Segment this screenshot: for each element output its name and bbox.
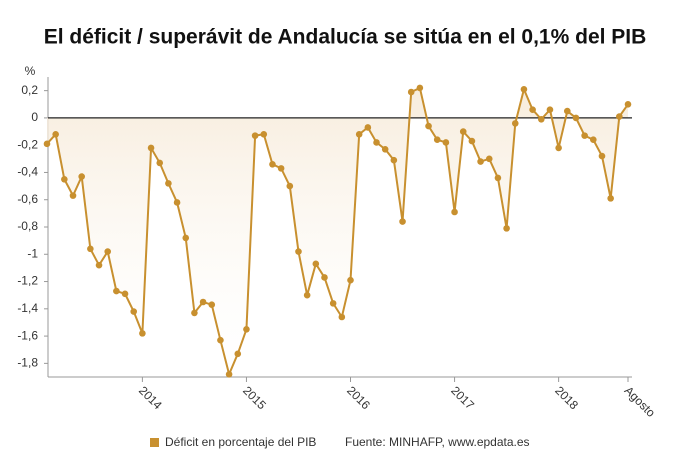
point: [494, 174, 502, 182]
y-tick-label: -0,8: [17, 219, 38, 233]
point: [477, 158, 484, 165]
point: [537, 115, 545, 123]
point: [277, 165, 285, 172]
point: [147, 144, 155, 152]
point: [329, 300, 337, 307]
y-tick-label: -1,6: [17, 328, 38, 342]
point: [598, 152, 606, 160]
point: [191, 309, 198, 317]
point: [590, 136, 597, 144]
point: [355, 130, 363, 138]
point: [442, 139, 450, 146]
legend-swatch: [150, 438, 159, 447]
point: [208, 301, 216, 309]
point: [52, 130, 59, 138]
point: [199, 298, 207, 306]
y-tick-label: -0,2: [17, 137, 38, 151]
point: [286, 182, 294, 190]
point: [390, 156, 398, 164]
point: [156, 159, 164, 167]
y-tick-label: 0: [31, 110, 38, 124]
point: [338, 313, 346, 321]
point: [173, 199, 181, 206]
point: [225, 370, 233, 378]
point: [182, 234, 190, 242]
point: [433, 136, 441, 144]
point: [43, 140, 51, 148]
legend-label: Déficit en porcentaje del PIB: [165, 435, 316, 449]
y-tick-label: -0,6: [17, 192, 38, 206]
x-tick-label: 2014: [136, 383, 165, 412]
y-tick-label: -1,4: [17, 301, 38, 315]
point: [425, 122, 432, 130]
y-tick-label: 0,2: [21, 83, 38, 97]
point: [234, 350, 242, 358]
point: [69, 192, 77, 199]
point: [520, 85, 528, 93]
y-unit: %: [25, 64, 36, 78]
point: [381, 145, 389, 153]
point: [459, 128, 467, 135]
point: [61, 175, 68, 183]
point: [78, 173, 85, 180]
point: [165, 180, 172, 187]
x-tick-label: 2015: [240, 383, 269, 412]
point: [95, 261, 103, 269]
x-tick-label: 2016: [344, 383, 373, 412]
y-tick-label: -1,2: [17, 274, 38, 288]
x-tick-label: 2018: [552, 383, 581, 412]
point: [87, 245, 94, 253]
point: [104, 248, 112, 255]
point: [251, 132, 259, 139]
point: [269, 160, 276, 168]
source: Fuente: MINHAFP, www.epdata.es: [345, 435, 530, 449]
point: [511, 120, 519, 127]
point: [616, 113, 623, 120]
point: [451, 208, 458, 216]
point: [607, 195, 614, 202]
point: [563, 107, 571, 115]
line: [46, 86, 629, 378]
x-tick-label: 2017: [448, 383, 477, 412]
y-tick-label: -1: [27, 246, 38, 260]
point: [399, 218, 406, 225]
y-tick-label: -0,4: [17, 165, 38, 179]
y-tick-label: -1,8: [17, 356, 38, 370]
point: [624, 100, 632, 108]
point: [503, 225, 510, 232]
point: [416, 84, 424, 92]
point: [581, 132, 588, 139]
point: [321, 274, 328, 281]
point: [303, 291, 311, 299]
chart-title: El déficit / superávit de Andalucía se s…: [44, 26, 647, 49]
point: [546, 106, 554, 114]
point: [243, 325, 250, 333]
point: [529, 106, 536, 114]
point: [347, 276, 354, 284]
point: [130, 308, 138, 315]
point: [364, 124, 372, 131]
point: [312, 260, 320, 268]
x-tick-label: Agosto: [622, 383, 659, 420]
point: [113, 287, 120, 295]
point: [407, 88, 415, 96]
point: [217, 336, 224, 344]
point: [485, 155, 493, 163]
point: [555, 144, 562, 152]
point: [572, 114, 580, 122]
point: [373, 139, 380, 146]
point: [139, 330, 146, 337]
area: [47, 87, 628, 375]
point: [468, 137, 476, 145]
point: [260, 130, 268, 138]
point: [121, 290, 129, 298]
point: [295, 248, 302, 255]
